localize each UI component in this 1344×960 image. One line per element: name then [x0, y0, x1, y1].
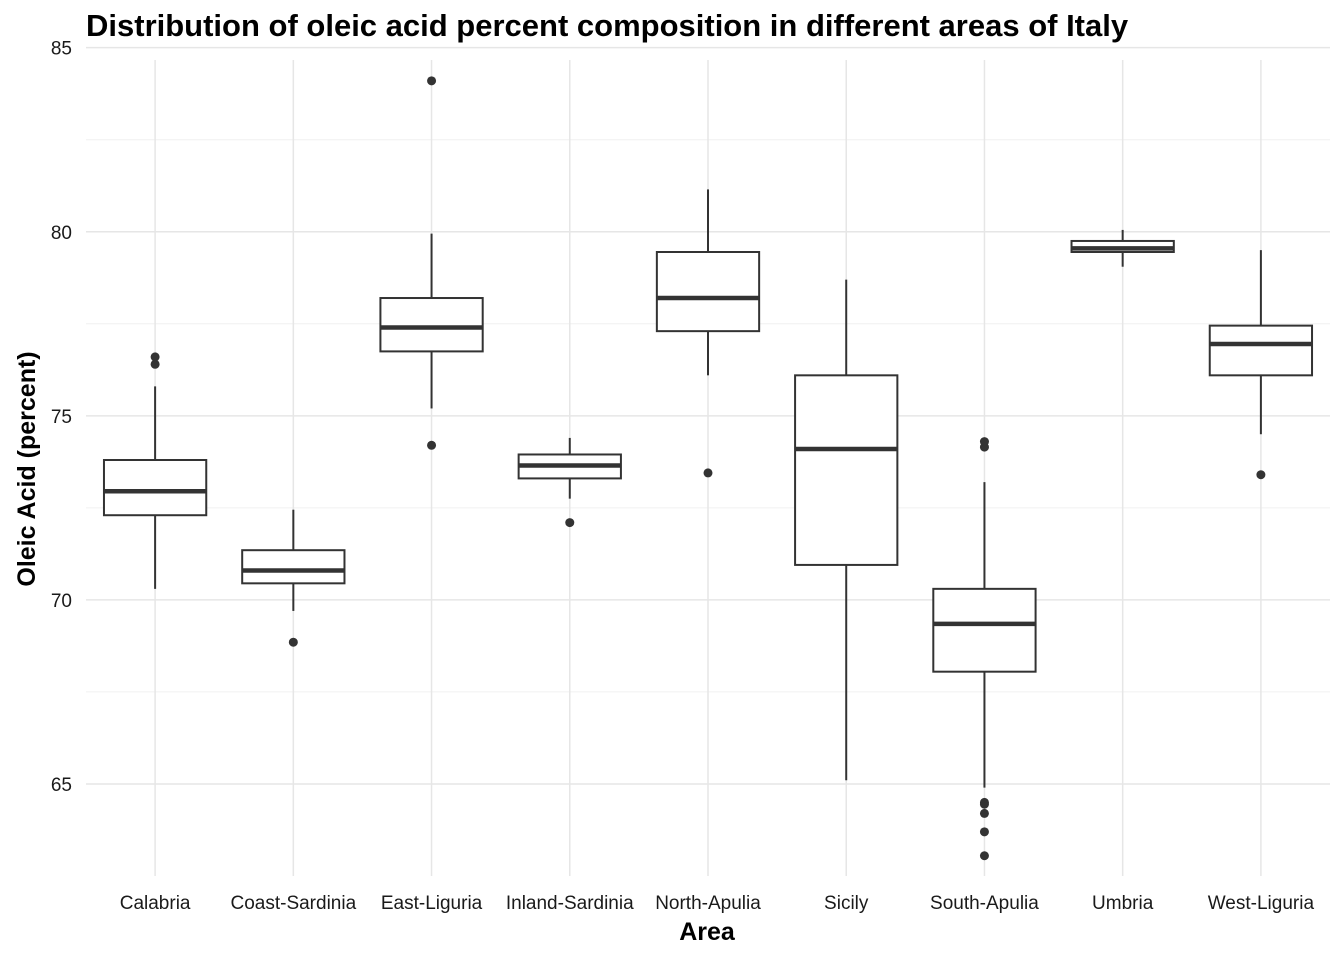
y-tick-label: 75	[51, 407, 72, 428]
iqr-box	[932, 587, 1037, 673]
outlier-point	[979, 437, 989, 447]
iqr-box	[1208, 324, 1314, 377]
iqr-box	[102, 459, 208, 517]
x-tick-label: West-Liguria	[1208, 893, 1315, 914]
y-axis-title: Oleic Acid (percent)	[13, 351, 41, 586]
outlier-point	[427, 76, 437, 86]
box-south-apulia	[932, 437, 1037, 861]
y-tick-label: 65	[51, 775, 72, 796]
outlier-point	[565, 518, 575, 528]
x-tick-label: North-Apulia	[655, 893, 761, 914]
outlier-point	[288, 637, 298, 647]
outlier-point	[150, 352, 160, 362]
grid-lines	[86, 46, 1330, 876]
outlier-point	[979, 827, 989, 837]
y-tick-label: 70	[51, 591, 72, 612]
x-tick-label: Coast-Sardinia	[230, 893, 356, 914]
iqr-box	[241, 549, 346, 585]
box-coast-sardinia	[241, 509, 346, 647]
outlier-point	[427, 440, 437, 450]
iqr-box	[379, 297, 484, 353]
x-tick-label: Inland-Sardinia	[506, 893, 634, 914]
box-east-liguria	[379, 76, 484, 450]
chart-title: Distribution of oleic acid percent compo…	[86, 8, 1129, 43]
box-umbria	[1070, 229, 1175, 267]
y-axis-ticks: 65 70 75 80 85	[51, 39, 72, 796]
x-axis-ticks: Calabria Coast-Sardinia East-Liguria Inland…	[120, 893, 1315, 914]
box-west-liguria	[1208, 250, 1314, 480]
y-tick-label: 80	[51, 223, 72, 244]
iqr-box	[794, 374, 899, 566]
box-calabria	[102, 352, 208, 589]
x-tick-label: Calabria	[120, 893, 191, 914]
x-axis-title: Area	[679, 918, 736, 946]
box-inland-sardinia	[517, 437, 622, 528]
x-tick-label: Umbria	[1092, 893, 1154, 914]
x-tick-label: Sicily	[824, 893, 869, 914]
outlier-point	[703, 468, 713, 478]
iqr-box	[655, 251, 761, 333]
box-series	[102, 76, 1314, 861]
outlier-point	[979, 808, 989, 818]
outlier-point	[1256, 470, 1266, 480]
box-north-apulia	[655, 189, 761, 478]
outlier-point	[979, 799, 989, 809]
x-tick-label: South-Apulia	[930, 893, 1039, 914]
outlier-point	[979, 851, 989, 861]
outlier-point	[150, 359, 160, 369]
y-tick-label: 85	[51, 39, 72, 60]
x-tick-label: East-Liguria	[381, 893, 483, 914]
box-sicily	[794, 279, 899, 781]
